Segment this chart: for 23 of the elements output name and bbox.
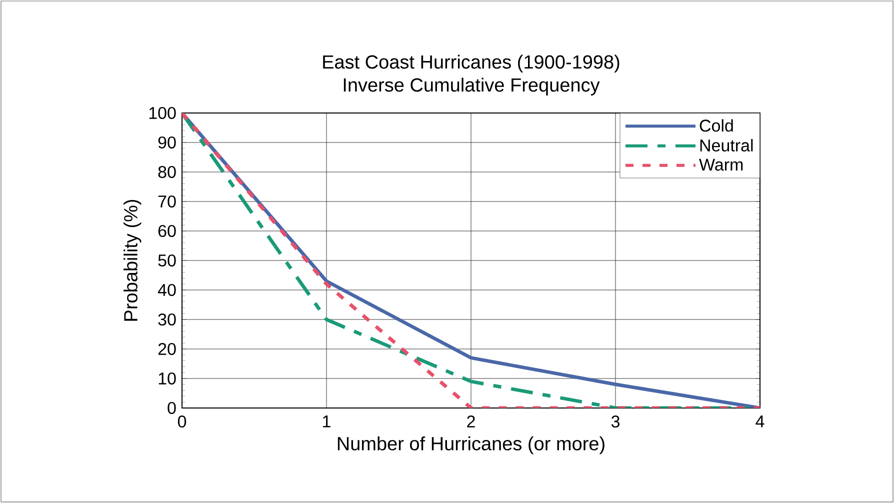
y-tick-label: 40	[158, 284, 176, 296]
y-tick-label: 90	[158, 136, 176, 149]
chart-title: East Coast Hurricanes (1900-1998)	[323, 54, 620, 72]
x-tick-label: 1	[323, 416, 330, 428]
y-tick-label: 60	[158, 224, 176, 238]
y-tick-label: 100	[149, 106, 176, 120]
x-tick-label: 2	[467, 416, 475, 428]
y-tick-label: 30	[158, 313, 176, 326]
x-tick-label: 0	[178, 416, 186, 428]
y-tick-label: 10	[158, 372, 176, 385]
legend-label: Warm	[699, 158, 743, 171]
chart-subtitle: Inverse Cumulative Frequency	[344, 78, 600, 96]
legend-label: Neutral	[700, 139, 753, 152]
x-tick-label: 4	[756, 416, 764, 428]
x-tick-label: 3	[611, 416, 620, 428]
y-tick-label: 70	[158, 195, 176, 208]
y-tick-label: 20	[158, 342, 176, 356]
y-tick-label: 50	[158, 254, 176, 267]
legend-label: Cold	[700, 119, 733, 132]
y-tick-label: 0	[168, 402, 176, 414]
y-axis-title: Probability (%)	[124, 200, 142, 321]
x-axis-title: Number of Hurricanes (or more)	[338, 436, 604, 454]
y-tick-label: 80	[158, 166, 176, 178]
